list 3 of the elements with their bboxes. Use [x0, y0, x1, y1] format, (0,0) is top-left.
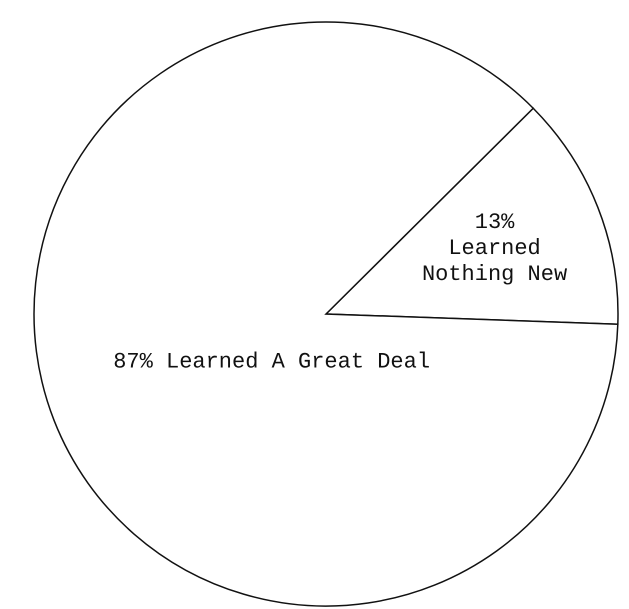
slice-label: 87% Learned A Great Deal: [113, 349, 430, 374]
data-label: 13%: [474, 210, 516, 235]
slice-label: Learned Nothing New: [422, 236, 568, 287]
